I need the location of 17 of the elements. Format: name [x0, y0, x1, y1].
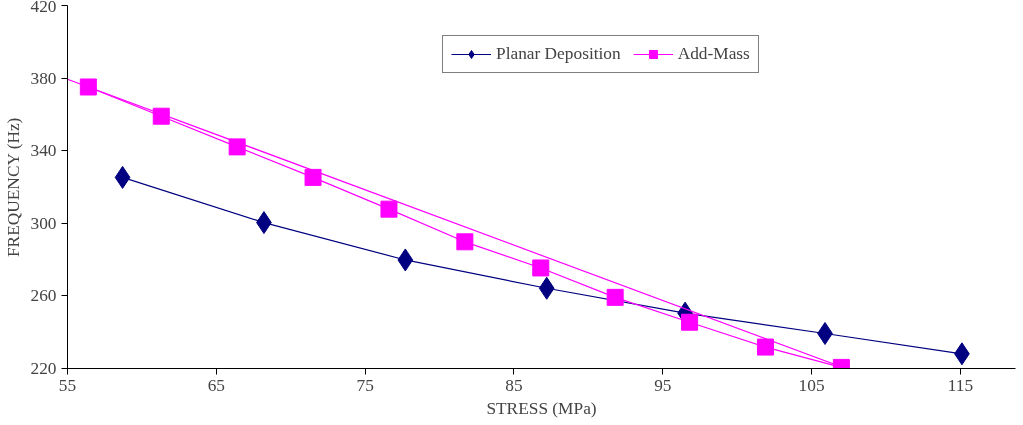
x-axis-title: STRESS (MPa)	[486, 398, 597, 418]
y-tick-label: 220	[30, 359, 57, 378]
y-axis-title: FREQUENCY (Hz)	[3, 117, 23, 258]
y-tick-label: 300	[30, 213, 57, 233]
x-tick-label: 85	[505, 375, 523, 395]
x-tick-label: 115	[947, 375, 974, 395]
x-tick-label: 105	[798, 375, 825, 395]
legend-label: Add-Mass	[677, 44, 750, 64]
y-tick-label: 340	[30, 141, 57, 161]
x-tick-label: 75	[356, 375, 374, 395]
legend-label: Planar Deposition	[496, 44, 621, 64]
y-tick-label: 420	[30, 0, 57, 16]
y-tick-label: 260	[30, 286, 57, 306]
x-tick-label: 95	[654, 375, 672, 395]
x-tick-label: 65	[207, 375, 225, 395]
x-tick-label: 55	[58, 375, 77, 395]
y-tick-label: 380	[30, 68, 57, 88]
